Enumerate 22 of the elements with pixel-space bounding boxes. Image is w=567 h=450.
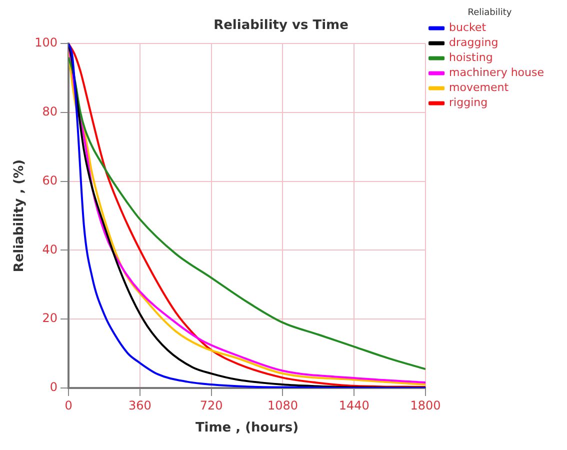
y-tick-label: 60 [42, 173, 58, 188]
x-tick-label: 1080 [267, 398, 298, 412]
x-axis-title: Time , (hours) [195, 420, 299, 436]
x-tick-label: 360 [128, 398, 152, 412]
x-tick-label: 720 [200, 398, 223, 412]
chart-title: Reliability vs Time [214, 18, 349, 34]
legend-label: bucket [449, 21, 487, 34]
legend-label: hoisting [449, 51, 493, 64]
legend-label: dragging [449, 36, 498, 50]
y-tick-label: 0 [50, 380, 58, 394]
y-axis-title: Reliability , (%) [12, 159, 28, 272]
x-tick-label: 1440 [338, 398, 370, 412]
legend-label: machinery house [449, 66, 544, 80]
y-tick-label: 100 [34, 36, 58, 50]
x-tick-label: 0 [64, 398, 72, 412]
legend-title: Reliability [468, 8, 512, 18]
y-tick-label: 40 [42, 242, 58, 256]
legend-label: rigging [449, 96, 488, 110]
y-tick-label: 20 [42, 311, 58, 326]
y-tick-label: 80 [42, 104, 58, 119]
legend-label: movement [449, 81, 510, 94]
x-tick-label: 1800 [410, 398, 441, 412]
